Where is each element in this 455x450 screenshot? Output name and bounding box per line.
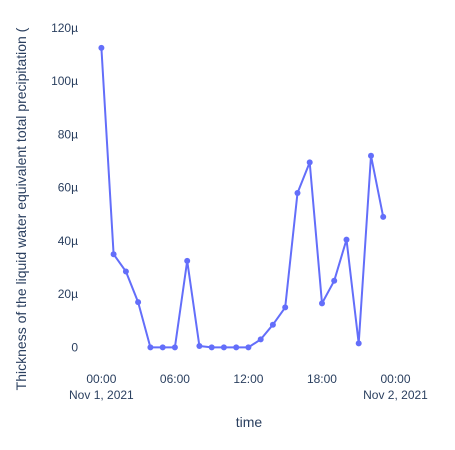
data-point[interactable]	[294, 190, 301, 196]
series-layer	[98, 44, 387, 351]
data-point[interactable]	[282, 304, 289, 311]
x-axis-ticks: 00:00 Nov 1, 2021 06:00 12:00 18:00 00:00 Nov …	[69, 372, 428, 402]
data-point[interactable]	[319, 300, 325, 307]
data-point[interactable]	[355, 340, 362, 347]
data-point[interactable]	[135, 299, 142, 306]
y-tick-label: 60µ	[58, 181, 78, 195]
data-point[interactable]	[245, 344, 252, 351]
x-axis-title: time	[236, 414, 263, 430]
y-axis-title: Thickness of the liquid water equivalent…	[13, 27, 29, 390]
data-point[interactable]	[196, 343, 203, 349]
x-tick-label: 06:00	[160, 372, 190, 386]
x-tick-label: 00:00	[86, 372, 116, 386]
x-tick-date-label: Nov 2, 2021	[363, 388, 428, 402]
x-tick-date-label: Nov 1, 2021	[69, 388, 134, 402]
y-tick-label: 120µ	[51, 21, 78, 35]
data-point[interactable]	[233, 344, 240, 351]
series-line	[100, 47, 385, 349]
data-point[interactable]	[220, 344, 227, 351]
data-point[interactable]	[208, 344, 215, 351]
data-point[interactable]	[110, 251, 117, 258]
y-tick-label: 100µ	[51, 74, 78, 88]
data-point[interactable]	[147, 344, 154, 351]
y-tick-label: 40µ	[58, 234, 78, 248]
data-point[interactable]	[257, 336, 264, 343]
data-point[interactable]	[98, 44, 105, 51]
data-point[interactable]	[331, 277, 338, 284]
data-point[interactable]	[343, 236, 350, 243]
x-tick-label: 18:00	[307, 372, 337, 386]
x-tick-label: 00:00	[380, 372, 410, 386]
y-tick-label: 0	[71, 340, 78, 354]
data-point[interactable]	[306, 159, 313, 166]
y-axis-ticks: 0 20µ 40µ 60µ 80µ 100µ 120µ	[51, 21, 78, 354]
x-tick-label: 12:00	[233, 372, 263, 386]
data-point[interactable]	[368, 152, 374, 159]
data-point[interactable]	[269, 321, 276, 328]
data-point[interactable]	[159, 344, 166, 351]
y-tick-label: 20µ	[58, 287, 78, 301]
y-tick-label: 80µ	[58, 127, 78, 141]
data-point[interactable]	[184, 257, 191, 264]
data-point[interactable]	[380, 213, 387, 220]
data-point[interactable]	[122, 268, 129, 275]
data-point[interactable]	[171, 344, 178, 351]
